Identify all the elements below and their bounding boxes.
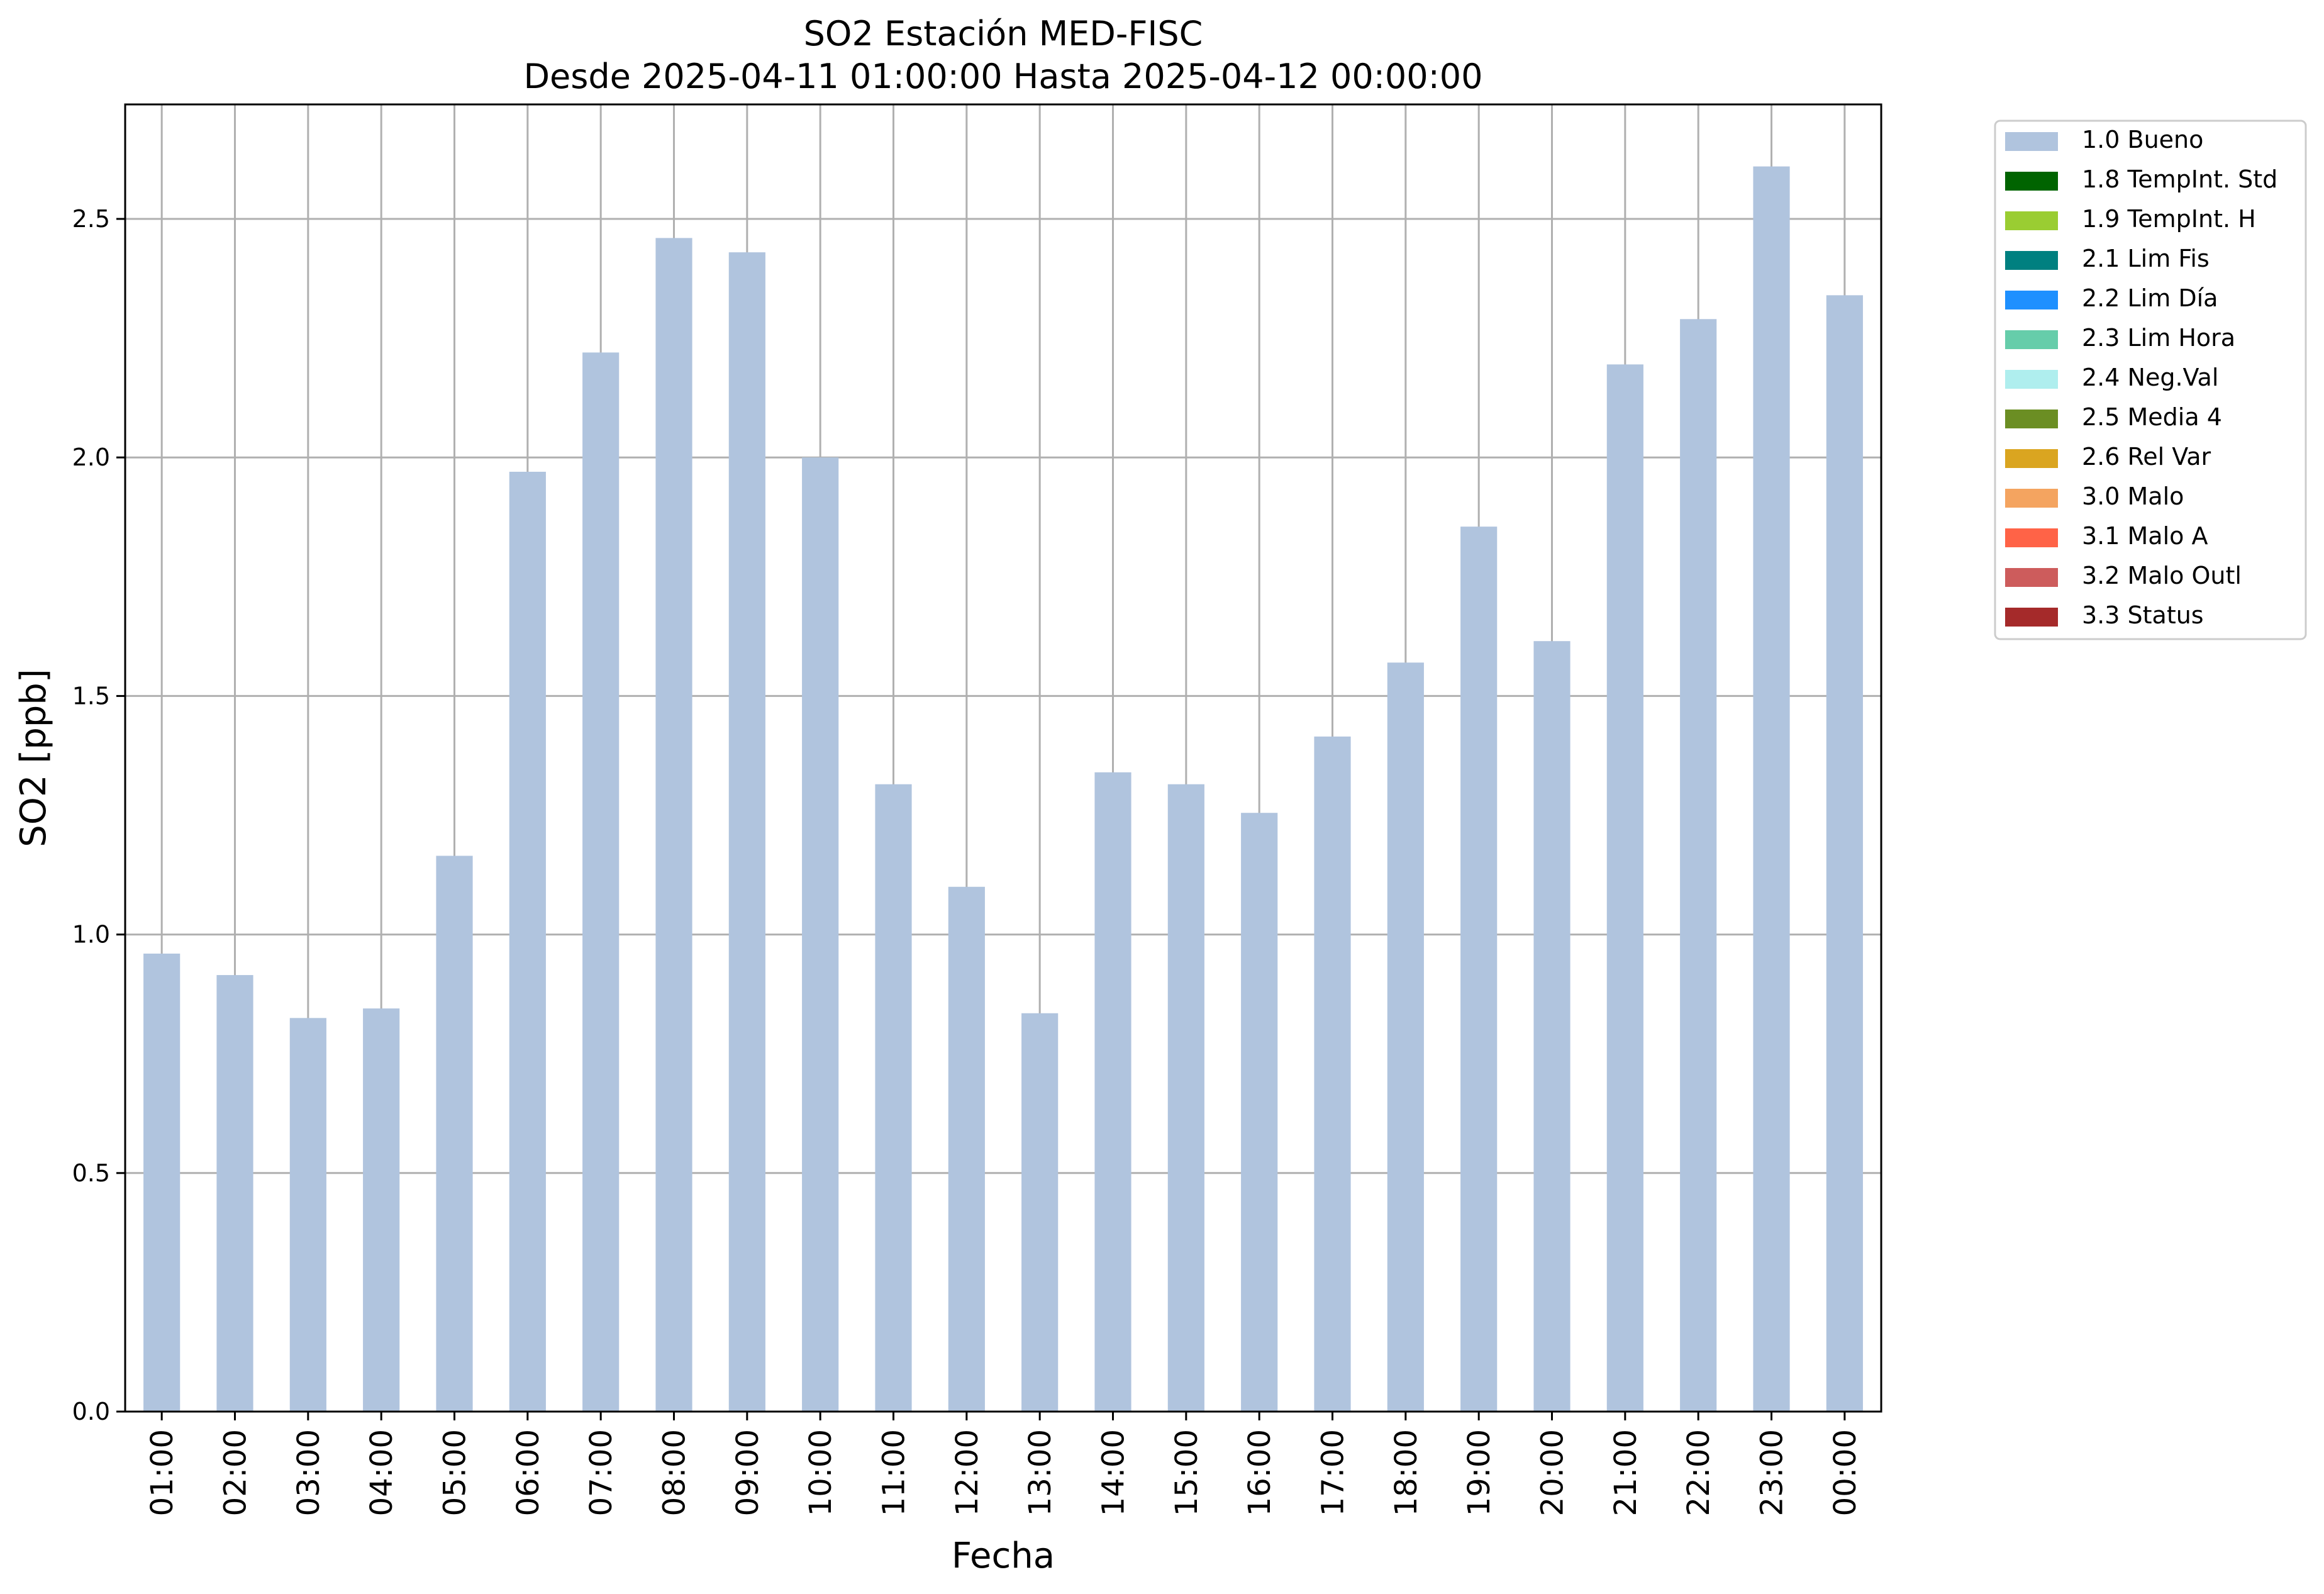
legend-label: 3.0 Malo: [2082, 482, 2184, 510]
y-axis-label: SO2 [ppb]: [13, 669, 54, 847]
x-tick-label: 22:00: [1681, 1429, 1716, 1516]
chart-title: SO2 Estación MED-FISC: [804, 14, 1203, 53]
bar-0100: [143, 953, 181, 1412]
x-tick-label: 01:00: [145, 1429, 180, 1516]
bar-0200: [216, 975, 253, 1412]
x-tick-label: 12:00: [950, 1429, 985, 1516]
x-axis-label: Fecha: [952, 1535, 1055, 1576]
x-tick-label: 20:00: [1535, 1429, 1571, 1516]
bar-0000: [1826, 295, 1863, 1412]
legend-swatch: [2005, 449, 2058, 468]
x-tick-label: 10:00: [803, 1429, 838, 1516]
y-tick-label: 1.0: [72, 921, 110, 949]
legend-swatch: [2005, 172, 2058, 191]
legend-label: 3.1 Malo A: [2082, 522, 2208, 550]
bar-1700: [1314, 736, 1351, 1412]
x-axis-ticks: 01:00 02:00 03:00 04:00 05:00 06:00 07:00 08:00…: [145, 1412, 1863, 1516]
legend-swatch: [2005, 330, 2058, 349]
bar-1400: [1094, 772, 1131, 1412]
bar-2300: [1753, 166, 1790, 1412]
legend-label: 2.4 Neg.Val: [2082, 364, 2218, 391]
bar-0500: [436, 856, 473, 1412]
legend-label: 2.2 Lim Día: [2082, 284, 2218, 312]
chart-subtitle: Desde 2025-04-11 01:00:00 Hasta 2025-04-…: [523, 57, 1482, 96]
bar-1000: [802, 457, 839, 1412]
y-tick-label: 0.0: [72, 1398, 110, 1425]
legend: 1.0 Bueno 1.8 TempInt. Std 1.9 TempInt. H 2…: [1994, 120, 2307, 640]
x-tick-label: 07:00: [584, 1429, 619, 1516]
bar-1300: [1021, 1013, 1059, 1412]
legend-swatch: [2005, 489, 2058, 508]
y-tick-label: 2.0: [72, 443, 110, 471]
x-tick-label: 11:00: [877, 1429, 912, 1516]
legend-label: 1.9 TempInt. H: [2082, 205, 2256, 233]
x-tick-label: 02:00: [218, 1429, 253, 1516]
legend-label: 3.2 Malo Outl: [2082, 562, 2242, 589]
plot-frame: [124, 103, 1882, 1413]
legend-swatch: [2005, 132, 2058, 151]
bar-0600: [509, 471, 546, 1412]
bar-1100: [875, 784, 912, 1412]
x-tick-label: 08:00: [657, 1429, 692, 1516]
x-tick-label: 18:00: [1389, 1429, 1424, 1516]
bar-0300: [289, 1018, 326, 1412]
legend-label: 3.3 Status: [2082, 601, 2204, 629]
bar-1500: [1167, 784, 1204, 1412]
legend-swatch: [2005, 528, 2058, 547]
x-tick-label: 09:00: [730, 1429, 765, 1516]
bar-2000: [1533, 641, 1571, 1412]
bar-2200: [1680, 319, 1717, 1412]
bar-1800: [1387, 662, 1424, 1412]
x-tick-label: 00:00: [1828, 1429, 1863, 1516]
x-tick-label: 23:00: [1755, 1429, 1790, 1516]
x-tick-label: 16:00: [1242, 1429, 1277, 1516]
x-tick-label: 06:00: [511, 1429, 546, 1516]
legend-label: 1.0 Bueno: [2082, 126, 2203, 153]
legend-swatch: [2005, 608, 2058, 627]
x-tick-label: 13:00: [1023, 1429, 1058, 1516]
legend-swatch: [2005, 370, 2058, 389]
legend-swatch: [2005, 568, 2058, 587]
legend-items: 1.0 Bueno 1.8 TempInt. Std 1.9 TempInt. H 2…: [2005, 126, 2277, 629]
x-tick-label: 21:00: [1608, 1429, 1643, 1516]
x-tick-label: 19:00: [1462, 1429, 1497, 1516]
bar-1600: [1241, 813, 1278, 1412]
legend-label: 2.1 Lim Fis: [2082, 245, 2210, 272]
bar-2100: [1606, 364, 1643, 1412]
y-axis-ticks: 0.0 0.5 1.0 1.5 2.0 2.5: [72, 205, 125, 1425]
y-tick-label: 2.5: [72, 205, 110, 233]
y-tick-label: 0.5: [72, 1159, 110, 1187]
y-tick-label: 1.5: [72, 682, 110, 710]
legend-label: 2.3 Lim Hora: [2082, 324, 2235, 352]
bar-0700: [582, 352, 620, 1412]
x-tick-label: 17:00: [1316, 1429, 1351, 1516]
bar-1200: [948, 886, 985, 1412]
bar-0400: [363, 1008, 400, 1412]
legend-swatch: [2005, 251, 2058, 270]
bars: [143, 166, 1863, 1412]
legend-swatch: [2005, 410, 2058, 428]
legend-swatch: [2005, 211, 2058, 230]
bar-0900: [728, 252, 765, 1412]
x-tick-label: 15:00: [1169, 1429, 1204, 1516]
bar-1900: [1460, 527, 1498, 1412]
legend-swatch: [2005, 291, 2058, 309]
x-tick-label: 03:00: [291, 1429, 326, 1516]
legend-label: 2.6 Rel Var: [2082, 443, 2211, 471]
x-tick-label: 04:00: [364, 1429, 399, 1516]
bar-0800: [655, 238, 692, 1412]
legend-frame: [1994, 120, 2307, 640]
x-tick-label: 05:00: [438, 1429, 473, 1516]
x-tick-label: 14:00: [1096, 1429, 1131, 1516]
legend-label: 2.5 Media 4: [2082, 403, 2222, 431]
legend-label: 1.8 TempInt. Std: [2082, 165, 2277, 193]
